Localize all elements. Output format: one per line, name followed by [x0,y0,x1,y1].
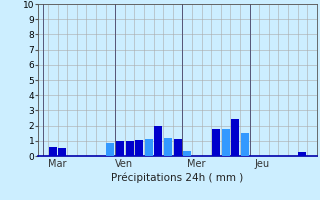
Bar [135,140,143,156]
Bar [173,139,182,156]
Bar [106,143,115,156]
Bar [221,129,230,156]
Text: Mer: Mer [187,159,206,169]
Bar [164,138,172,156]
Text: Ven: Ven [115,159,133,169]
Bar [58,148,67,156]
Bar [298,152,307,156]
Bar [241,133,249,156]
Bar [212,129,220,156]
Bar [125,141,134,156]
Bar [231,119,239,156]
Text: Mar: Mar [48,159,67,169]
Bar [154,126,163,156]
Bar [49,147,57,156]
X-axis label: Précipitations 24h ( mm ): Précipitations 24h ( mm ) [111,173,244,183]
Bar [145,139,153,156]
Bar [183,151,191,156]
Text: Jeu: Jeu [254,159,269,169]
Bar [116,141,124,156]
